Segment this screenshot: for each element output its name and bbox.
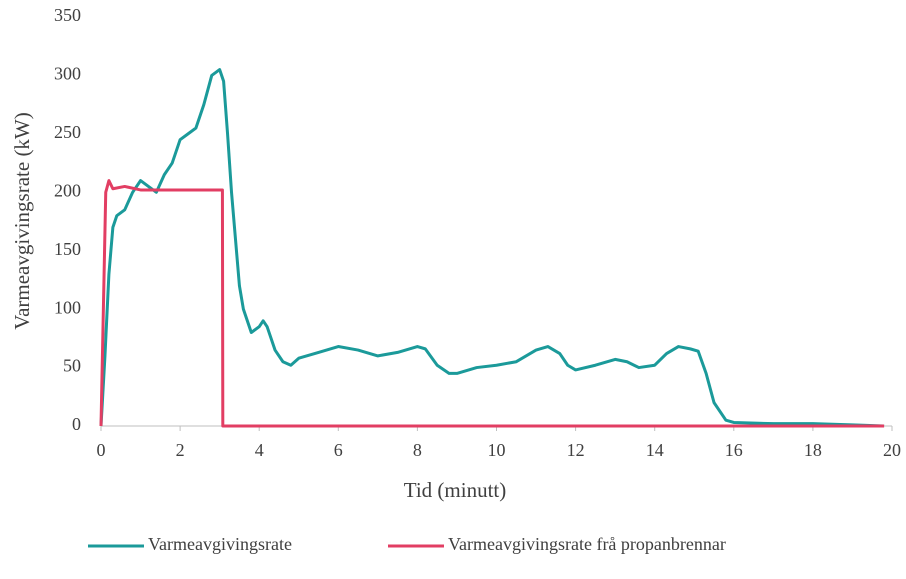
y-tick-label: 50 bbox=[63, 356, 81, 376]
legend-label: Varmeavgivingsrate frå propanbrennar bbox=[448, 534, 726, 554]
y-axis-label: Varmeavgivingsrate (kW) bbox=[10, 112, 34, 330]
x-tick-label: 4 bbox=[255, 440, 264, 460]
x-tick-label: 8 bbox=[413, 440, 422, 460]
x-tick-label: 2 bbox=[176, 440, 185, 460]
x-tick-label: 14 bbox=[646, 440, 664, 460]
x-tick-label: 20 bbox=[883, 440, 901, 460]
x-tick-label: 16 bbox=[725, 440, 743, 460]
y-tick-label: 0 bbox=[72, 414, 81, 434]
data-line bbox=[99, 179, 885, 428]
x-axis-label: Tid (minutt) bbox=[404, 478, 507, 502]
y-tick-label: 250 bbox=[54, 122, 81, 142]
y-tick-label: 300 bbox=[54, 64, 81, 84]
x-tick-label: 10 bbox=[488, 440, 506, 460]
y-tick-label: 150 bbox=[54, 239, 81, 259]
x-tick-label: 12 bbox=[567, 440, 585, 460]
legend-label: Varmeavgivingsrate bbox=[148, 534, 292, 554]
data-line bbox=[99, 68, 885, 428]
y-tick-label: 200 bbox=[54, 180, 81, 200]
y-tick-label: 100 bbox=[54, 297, 81, 317]
x-tick-label: 18 bbox=[804, 440, 822, 460]
x-tick-label: 0 bbox=[97, 440, 106, 460]
x-tick-label: 6 bbox=[334, 440, 343, 460]
y-tick-label: 350 bbox=[54, 5, 81, 25]
